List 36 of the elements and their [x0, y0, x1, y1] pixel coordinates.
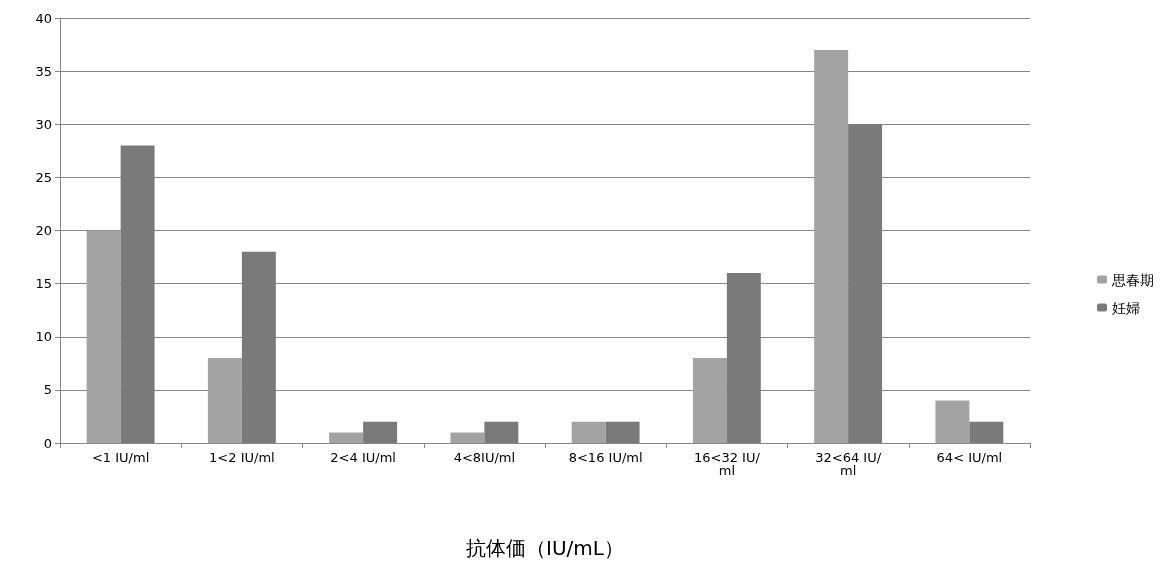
- bar: [848, 124, 883, 443]
- bar: [726, 273, 761, 443]
- x-tick-label: 4<8IU/ml: [453, 450, 516, 465]
- bar: [329, 432, 364, 443]
- bar: [207, 358, 242, 443]
- bar: [363, 421, 398, 443]
- y-tick-label: 20: [35, 223, 52, 238]
- x-tick-label: 32<64 IU/ml: [815, 450, 882, 478]
- bar: [969, 421, 1004, 443]
- bar: [814, 49, 849, 443]
- bar: [484, 421, 519, 443]
- bar: [241, 251, 276, 443]
- bar: [120, 145, 155, 443]
- y-tick-label: 0: [43, 435, 52, 451]
- y-tick-label: 15: [35, 276, 52, 292]
- x-tick-label: <1 IU/ml: [91, 450, 150, 465]
- legend-label: 妊婦: [1112, 299, 1140, 316]
- y-tick-label: 5: [43, 382, 52, 398]
- legend-label: 思春期: [1111, 271, 1154, 288]
- y-tick-label: 30: [35, 116, 52, 132]
- x-tick-label: 8<16 IU/ml: [568, 450, 643, 465]
- y-tick-label: 40: [35, 10, 52, 26]
- y-tick-label: 25: [35, 169, 52, 185]
- y-tick-label: 10: [35, 329, 52, 345]
- bar: [605, 421, 640, 443]
- bar: [86, 230, 121, 443]
- x-tick-label: 64< IU/ml: [936, 450, 1003, 465]
- x-tick-label: 1<2 IU/ml: [209, 450, 275, 465]
- x-tick-label: 16<32 IU/ml: [693, 450, 761, 478]
- y-tick-label: 35: [35, 63, 52, 79]
- bar: [450, 432, 485, 443]
- x-tick-label: 2<4 IU/ml: [330, 450, 396, 465]
- bar: [571, 421, 606, 443]
- x-axis-title: 抗体価（IU/mL）: [466, 536, 624, 560]
- bar: [692, 358, 727, 443]
- bar: [935, 400, 970, 443]
